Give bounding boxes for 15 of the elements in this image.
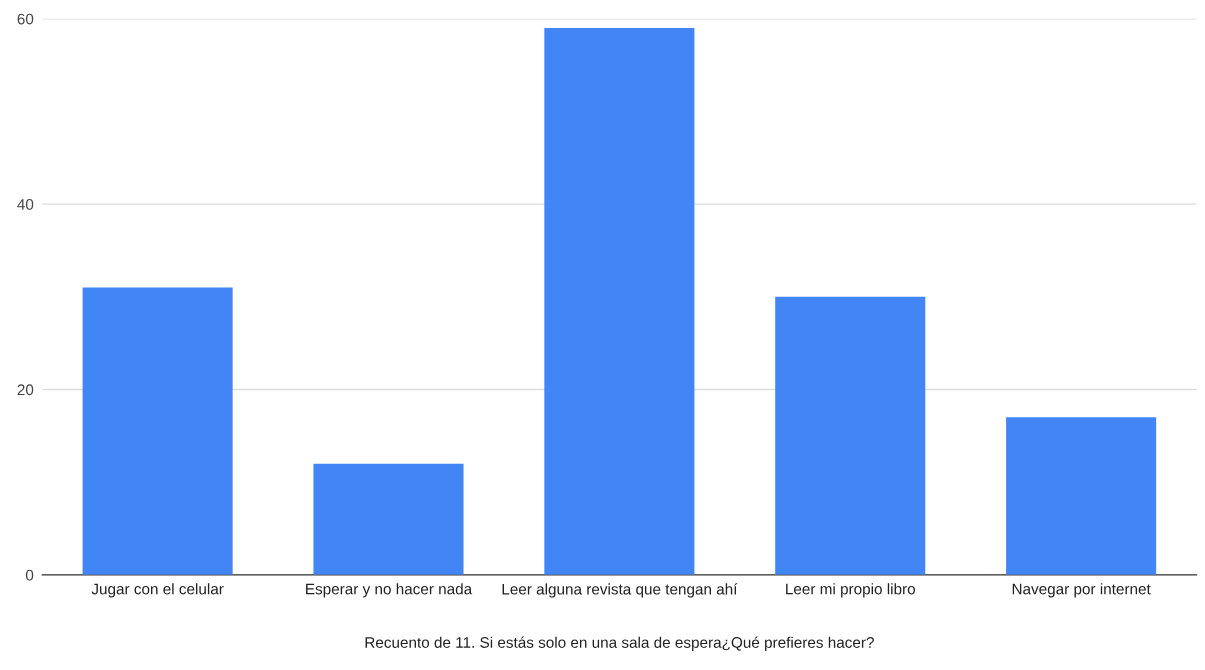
bar (1006, 417, 1157, 575)
x-tick-label: Jugar con el celular (91, 583, 224, 598)
x-axis-title: Recuento de 11. Si estás solo en una sala de espera¿Qué prefieres hacer? (365, 636, 874, 651)
x-tick-label: Navegar por internet (1012, 583, 1151, 598)
bar (82, 287, 233, 575)
y-tick-label: 40 (17, 198, 34, 210)
x-tick-label: Leer alguna revista que tengan ahí (502, 583, 738, 598)
bar (313, 463, 464, 575)
bar (775, 296, 926, 575)
x-tick-label: Esperar y no hacer nada (306, 583, 473, 598)
y-tick-label: 20 (17, 384, 34, 396)
x-tick-label: Leer mi propio libro (786, 583, 915, 598)
bar (544, 28, 695, 575)
y-tick-label: 60 (17, 13, 34, 25)
y-tick-label: 0 (25, 569, 34, 581)
